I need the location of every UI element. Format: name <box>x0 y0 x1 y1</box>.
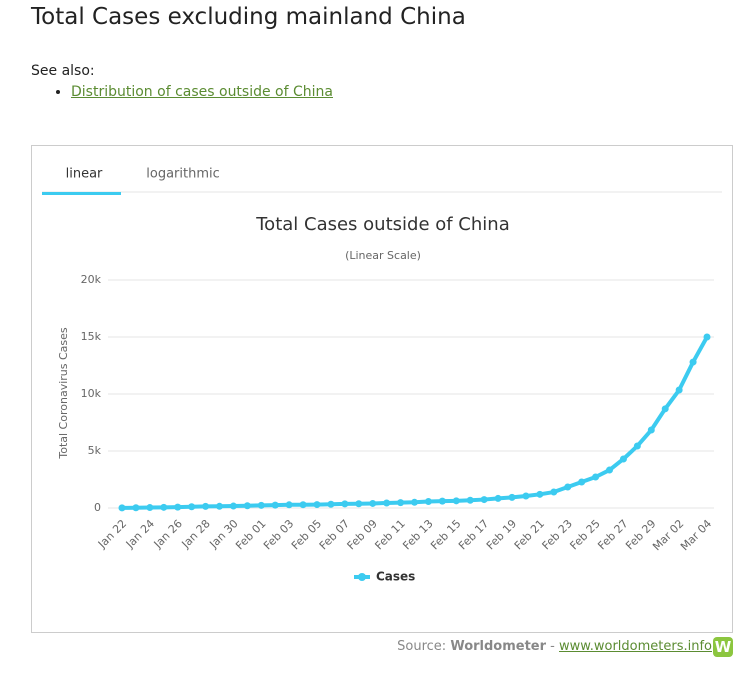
point <box>675 386 683 394</box>
point <box>355 500 363 508</box>
chart-subtitle: (Linear Scale) <box>345 249 421 262</box>
point <box>299 501 307 509</box>
point <box>132 504 140 512</box>
point <box>494 494 502 502</box>
point <box>536 490 544 498</box>
point <box>438 497 446 505</box>
x-tick-label: Jan 22 <box>95 517 129 551</box>
point <box>578 478 586 486</box>
tab[interactable]: linear <box>66 167 103 182</box>
point <box>522 492 530 500</box>
chart-title: Total Cases outside of China <box>255 214 509 235</box>
see-also-list: Distribution of cases outside of China <box>51 84 333 100</box>
x-tick-label: Feb 27 <box>595 517 630 552</box>
point <box>703 333 711 341</box>
point <box>480 496 488 504</box>
point <box>369 499 377 507</box>
x-tick-label: Feb 09 <box>345 517 380 552</box>
source-prefix: Source: <box>397 639 447 654</box>
point <box>592 473 600 481</box>
point <box>174 503 182 511</box>
point <box>466 496 474 504</box>
source: Source: Worldometer - www.worldometers.i… <box>397 639 712 654</box>
source-separator: - <box>550 639 555 654</box>
x-tick-label: Jan 26 <box>151 517 185 551</box>
point <box>118 504 126 512</box>
x-tick-label: Feb 05 <box>289 517 324 552</box>
y-axis-label: Total Coronavirus Cases <box>57 327 70 460</box>
x-tick-label: Feb 21 <box>512 517 547 552</box>
x-tick-label: Mar 04 <box>678 517 714 553</box>
point <box>397 499 405 507</box>
point <box>160 503 168 511</box>
line <box>121 336 709 510</box>
x-tick-label: Feb 03 <box>261 517 296 552</box>
x-tick-label: Feb 25 <box>567 517 602 552</box>
y-tick-label: 0 <box>94 501 101 514</box>
x-tick-label: Feb 17 <box>456 517 491 552</box>
point <box>564 483 572 491</box>
point <box>633 442 641 450</box>
tab[interactable]: logarithmic <box>146 167 220 182</box>
y-tick-label: 15k <box>81 330 102 343</box>
x-tick-label: Jan 28 <box>179 517 213 551</box>
x-tick-label: Jan 24 <box>123 517 157 551</box>
point <box>271 501 279 509</box>
point <box>243 502 251 510</box>
x-tick-label: Feb 07 <box>317 517 352 552</box>
point <box>550 488 558 496</box>
legend-label: Cases <box>376 570 415 584</box>
point <box>619 455 627 463</box>
tab-underline <box>42 192 121 195</box>
point <box>647 426 655 434</box>
point <box>606 466 613 474</box>
y-tick-label: 10k <box>81 387 102 400</box>
x-tick-label: Feb 23 <box>540 517 575 552</box>
point <box>257 501 265 509</box>
logo: W <box>713 637 733 657</box>
source-name: Worldometer <box>450 639 547 654</box>
point <box>313 501 321 509</box>
y-tick-label: 5k <box>88 444 102 457</box>
see-also-label: See also: <box>31 63 95 79</box>
point <box>188 503 196 511</box>
y-tick-label: 20k <box>81 273 102 286</box>
x-tick-label: Feb 15 <box>428 517 463 552</box>
point <box>216 502 223 510</box>
point <box>202 502 210 510</box>
chart-box <box>31 145 733 633</box>
legend-marker <box>358 573 366 581</box>
point <box>285 501 293 509</box>
point <box>508 493 516 501</box>
page-title: Total Cases excluding mainland China <box>31 4 466 30</box>
link[interactable]: Distribution of cases outside of China <box>71 84 333 100</box>
point <box>229 502 237 510</box>
point <box>661 405 669 413</box>
x-tick-label: Feb 19 <box>484 517 519 552</box>
x-tick-label: Feb 13 <box>400 517 435 552</box>
point <box>689 358 697 366</box>
point <box>424 498 432 506</box>
x-tick-label: Feb 11 <box>372 517 407 552</box>
point <box>411 498 418 506</box>
point <box>327 500 335 508</box>
list-item: Distribution of cases outside of China <box>71 84 333 100</box>
point <box>146 504 154 512</box>
point <box>452 497 460 505</box>
source-link[interactable]: www.worldometers.info <box>559 639 712 654</box>
point <box>383 499 391 507</box>
point <box>341 500 349 508</box>
x-tick-label: Feb 01 <box>233 517 268 552</box>
